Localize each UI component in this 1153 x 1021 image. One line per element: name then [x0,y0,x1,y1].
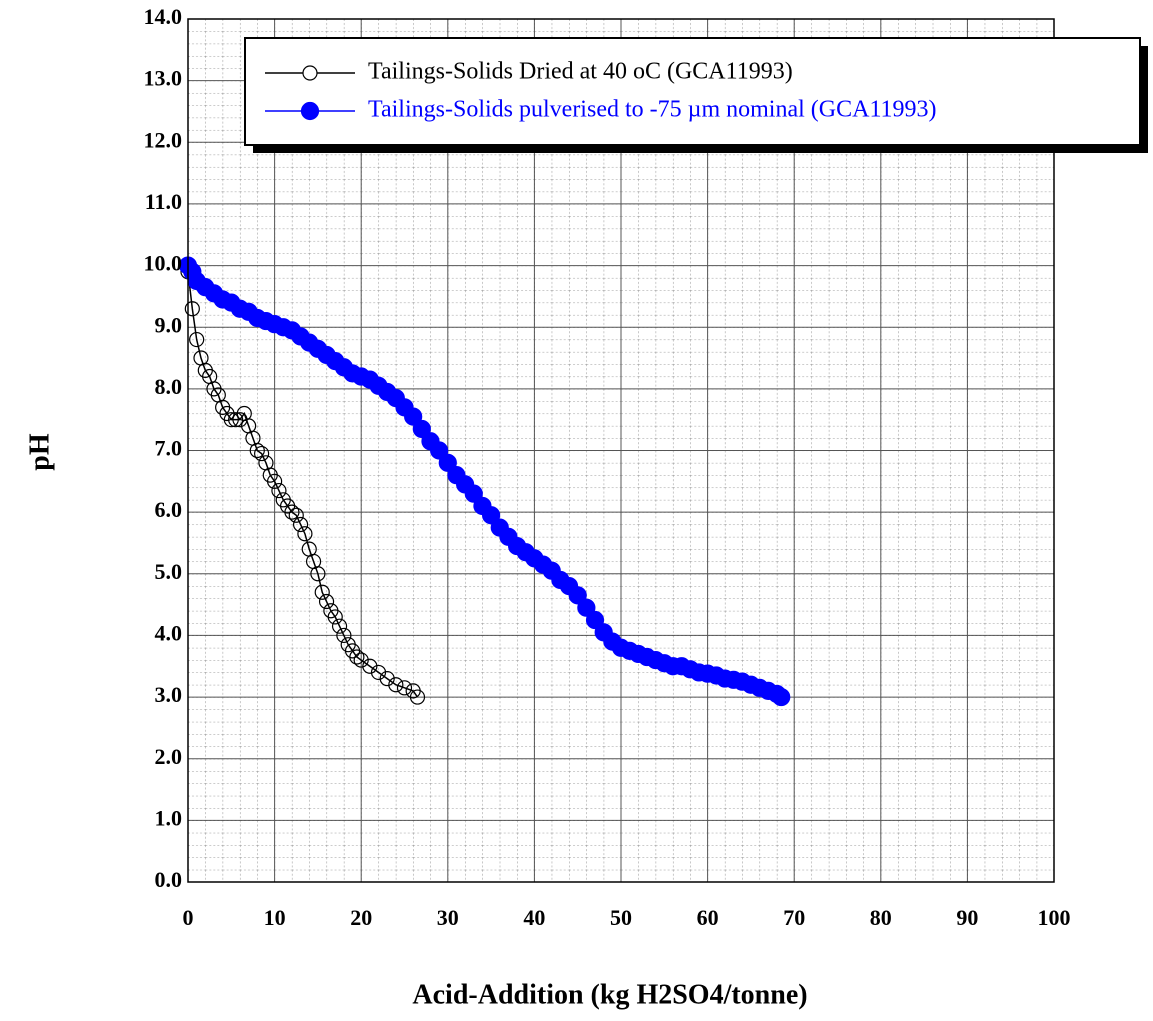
x-tick-label: 50 [610,905,632,930]
series [178,256,791,707]
x-tick-label: 80 [870,905,892,930]
y-tick-label: 2.0 [155,744,183,769]
y-tick-label: 9.0 [155,312,183,337]
x-tick-label: 100 [1038,905,1071,930]
x-tick-label: 90 [956,905,978,930]
data-point [396,680,413,696]
data-point [249,442,265,459]
y-tick-label: 6.0 [155,497,183,522]
legend-marker [300,101,320,121]
data-point [430,441,449,460]
x-tick-label: 40 [523,905,545,930]
data-point [482,506,501,525]
data-point [568,586,587,605]
data-point [254,445,270,462]
data-point [223,412,239,428]
data-point [310,566,326,582]
data-point [184,301,200,317]
y-tick-label: 3.0 [155,682,183,707]
data-point [336,627,352,644]
data-point [353,652,369,668]
data-point [297,526,313,542]
y-tick-label: 14.0 [144,4,183,29]
x-axis-label: Acid-Addition (kg H2SO4/tonne) [412,979,807,1010]
data-point [585,610,605,630]
data-point [370,664,387,681]
data-point [288,507,304,523]
data-point [327,609,343,625]
data-point [577,598,596,617]
series-line [187,271,419,698]
data-point [318,593,335,610]
data-point [379,670,395,687]
legend: Tailings-Solids Dried at 40 oC (GCA11993… [265,59,937,123]
x-tick-label: 30 [437,905,459,930]
y-tick-label: 0.0 [155,867,183,892]
legend-box [244,37,1141,146]
data-point [228,412,244,428]
data-point [349,649,365,665]
y-tick-label: 8.0 [155,374,183,399]
data-point [772,687,791,707]
legend-label: Tailings-Solids pulverised to -75 µm nom… [368,97,937,123]
data-point [331,618,348,634]
y-tick-label: 1.0 [155,805,183,830]
y-tick-label: 11.0 [145,189,182,214]
y-tick-label: 13.0 [144,66,183,91]
x-tick-label: 70 [783,905,805,930]
data-point [314,584,330,600]
data-point [362,658,378,674]
data-point [409,689,426,705]
y-tick-label: 5.0 [155,559,183,584]
y-tick-label: 12.0 [144,127,183,152]
x-tick-label: 60 [697,905,719,930]
data-point [292,516,309,533]
legend-marker [302,65,318,81]
x-tick-label: 10 [264,905,286,930]
data-point [464,484,483,503]
data-point [189,331,205,348]
x-tick-label: 0 [183,905,194,930]
data-point [267,473,283,489]
y-axis-label: pH [24,433,55,471]
data-point [412,419,431,439]
y-tick-label: 4.0 [155,620,183,645]
data-point [404,407,423,426]
data-point [438,453,457,472]
plot-frame [187,18,1055,883]
data-point [284,504,300,520]
data-point [271,482,287,499]
legend-label: Tailings-Solids Dried at 40 oC (GCA11993… [368,59,793,85]
data-point [388,677,404,693]
x-tick-label: 20 [350,905,372,930]
y-tick-label: 7.0 [155,436,183,461]
y-tick-label: 10.0 [144,251,183,276]
